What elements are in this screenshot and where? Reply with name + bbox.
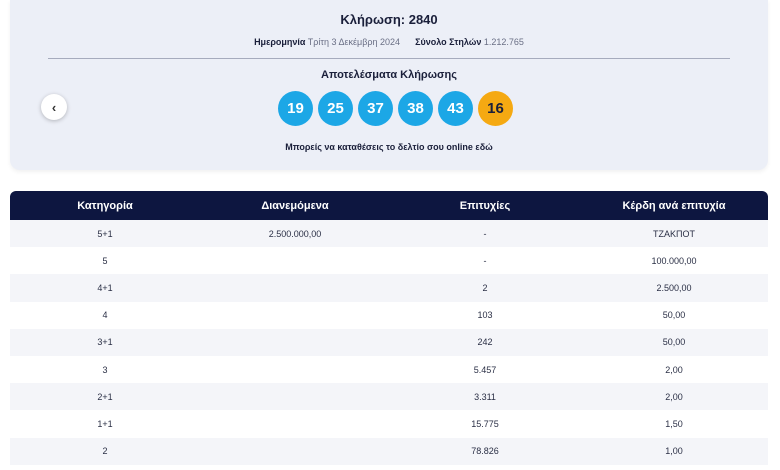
cell-category: 5+1 <box>10 220 200 248</box>
table-header-row: Κατηγορία Διανεμόμενα Επιτυχίες Κέρδη αν… <box>10 191 768 220</box>
header-prize-per-winner: Κέρδη ανά επιτυχία <box>580 191 768 220</box>
draw-meta: Ημερομηνία Τρίτη 3 Δεκέμβρη 2024 Σύνολο … <box>10 37 768 47</box>
table-row: 3+1 242 50,00 <box>10 328 768 356</box>
cell-category: 2 <box>10 437 200 465</box>
cell-category: 5 <box>10 247 200 275</box>
table-row: 1+1 15.775 1,50 <box>10 410 768 438</box>
table-row: 4 103 50,00 <box>10 301 768 329</box>
chevron-left-icon: ‹ <box>51 99 57 115</box>
cell-winners: 103 <box>390 301 580 329</box>
number-ball: 37 <box>358 91 393 126</box>
draw-card: Κλήρωση: 2840 Ημερομηνία Τρίτη 3 Δεκέμβρ… <box>10 0 768 170</box>
cell-distributed <box>200 328 390 356</box>
cell-prize: 1,00 <box>580 437 768 465</box>
header-winners: Επιτυχίες <box>390 191 580 220</box>
cell-prize: ΤΖΑΚΠΟΤ <box>580 220 768 248</box>
cell-winners: 15.775 <box>390 410 580 438</box>
cell-prize: 2,00 <box>580 355 768 384</box>
results-title: Αποτελέσματα Κλήρωσης <box>321 69 457 81</box>
cell-winners: 78.826 <box>390 437 580 465</box>
bonus-ball: 16 <box>478 91 513 126</box>
cell-distributed <box>200 274 390 302</box>
cell-distributed <box>200 410 390 438</box>
cell-category: 3+1 <box>10 328 200 356</box>
cta-text: Μπορείς να καταθέσεις το δελτίο σου onli… <box>285 142 473 152</box>
cell-winners: - <box>390 247 580 275</box>
cta-link[interactable]: εδώ <box>475 142 493 152</box>
cell-prize: 50,00 <box>580 328 768 356</box>
cell-category: 3 <box>10 355 200 384</box>
cell-winners: 3.311 <box>390 383 580 411</box>
number-ball: 43 <box>438 91 473 126</box>
cell-prize: 2,00 <box>580 383 768 411</box>
cell-distributed <box>200 301 390 329</box>
header-distributed: Διανεμόμενα <box>200 191 390 220</box>
divider <box>48 58 730 59</box>
cell-distributed <box>200 355 390 384</box>
table-row: 5 - 100.000,00 <box>10 247 768 275</box>
cell-category: 1+1 <box>10 410 200 438</box>
number-ball: 38 <box>398 91 433 126</box>
columns-label: Σύνολο Στηλών <box>415 37 482 47</box>
table-row: 4+1 2 2.500,00 <box>10 274 768 302</box>
table-row: 2+1 3.311 2,00 <box>10 383 768 411</box>
draw-title: Κλήρωση: 2840 <box>340 12 438 27</box>
table-row: 3 5.457 2,00 <box>10 355 768 384</box>
cell-distributed <box>200 383 390 411</box>
number-ball: 19 <box>278 91 313 126</box>
previous-draw-button[interactable]: ‹ <box>41 94 67 120</box>
cell-category: 2+1 <box>10 383 200 411</box>
cell-prize: 2.500,00 <box>580 274 768 302</box>
cell-prize: 1,50 <box>580 410 768 438</box>
table-row: 2 78.826 1,00 <box>10 437 768 465</box>
cell-category: 4+1 <box>10 274 200 302</box>
table-row: 5+1 2.500.000,00 - ΤΖΑΚΠΟΤ <box>10 220 768 248</box>
cell-prize: 100.000,00 <box>580 247 768 275</box>
cell-category: 4 <box>10 301 200 329</box>
cell-distributed <box>200 247 390 275</box>
date-label: Ημερομηνία <box>254 37 306 47</box>
cell-winners: - <box>390 220 580 248</box>
header-category: Κατηγορία <box>10 191 200 220</box>
date-value: Τρίτη 3 Δεκέμβρη 2024 <box>307 37 401 47</box>
cell-prize: 50,00 <box>580 301 768 329</box>
cell-distributed: 2.500.000,00 <box>200 220 390 248</box>
cell-winners: 242 <box>390 328 580 356</box>
number-ball: 25 <box>318 91 353 126</box>
columns-value: 1.212.765 <box>483 37 524 47</box>
cell-winners: 5.457 <box>390 355 580 384</box>
prize-table: Κατηγορία Διανεμόμενα Επιτυχίες Κέρδη αν… <box>10 191 768 465</box>
cell-winners: 2 <box>390 274 580 302</box>
cell-distributed <box>200 437 390 465</box>
online-cta: Μπορείς να καταθέσεις το δελτίο σου onli… <box>10 142 768 152</box>
